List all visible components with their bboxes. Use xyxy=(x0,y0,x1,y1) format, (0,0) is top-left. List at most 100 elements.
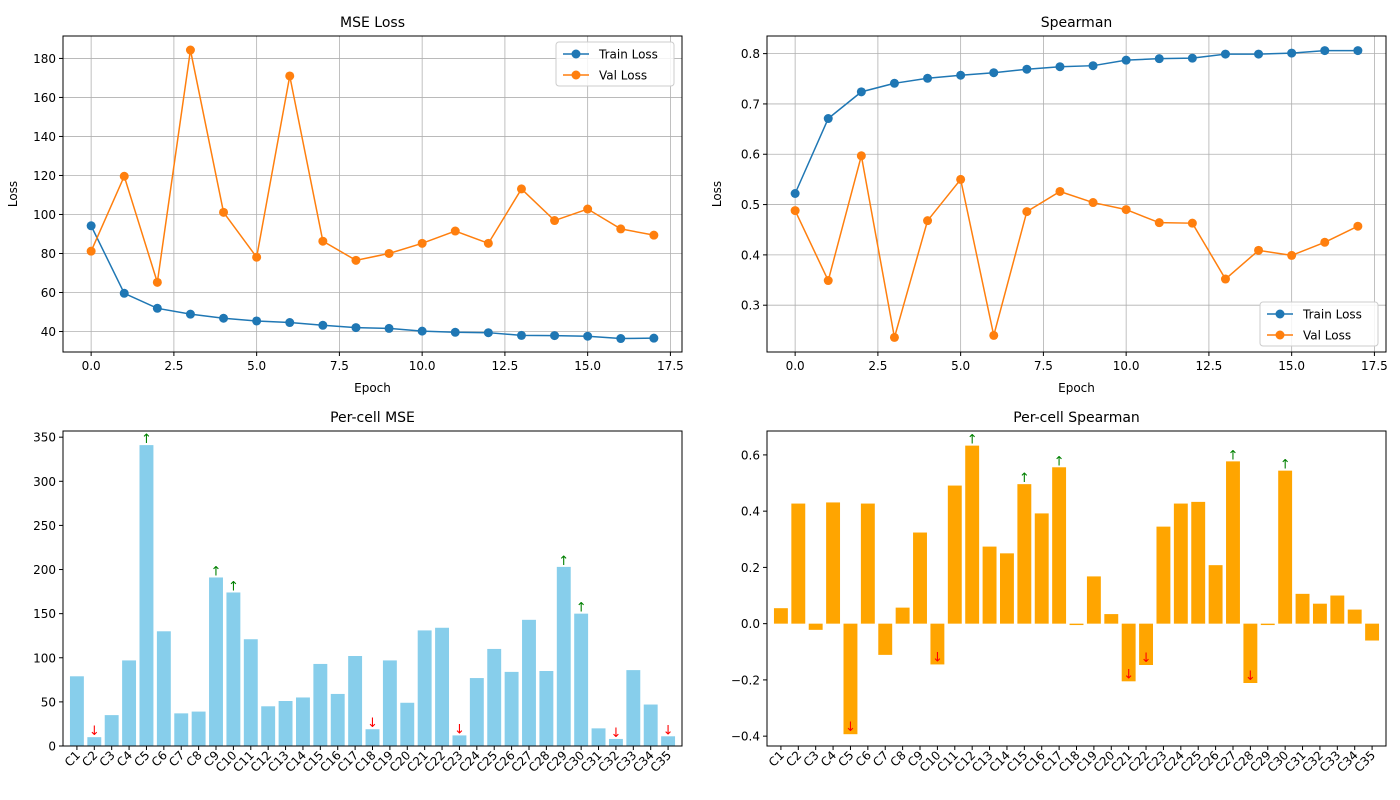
bar xyxy=(122,660,137,746)
up-arrow-marker: ↑ xyxy=(1019,471,1030,486)
x-tick-label: 0.0 xyxy=(786,359,805,373)
chart-panel-4: Per-cell Spearman −0.4 −0.2 0.0 0.2 0.4 0.6 ↑ ↑ ↑… xyxy=(731,410,1387,775)
data-point xyxy=(1320,237,1330,247)
up-arrow-marker: ↑ xyxy=(211,564,222,579)
bar xyxy=(1139,623,1154,665)
up-arrow-marker: ↑ xyxy=(576,601,587,616)
y-tick-label: 0.3 xyxy=(741,299,760,313)
data-point xyxy=(119,171,129,181)
data-point xyxy=(1154,218,1164,228)
data-point xyxy=(856,151,866,161)
data-point xyxy=(219,207,229,217)
legend-swatch-marker xyxy=(571,49,581,59)
x-tick-label: 15.0 xyxy=(574,359,601,373)
bar xyxy=(400,702,415,746)
bar xyxy=(243,639,258,746)
y-tick-label: 150 xyxy=(33,607,56,621)
y-tick-label: 60 xyxy=(41,286,56,300)
down-arrow-marker: ↓ xyxy=(1123,667,1134,682)
series-line xyxy=(794,49,1358,194)
bar xyxy=(1208,565,1223,624)
x-tick-label: 7.5 xyxy=(1034,359,1053,373)
data-point xyxy=(252,252,262,262)
data-point xyxy=(417,238,427,248)
bar xyxy=(574,613,589,746)
bar xyxy=(1156,526,1171,624)
data-point xyxy=(1320,46,1330,56)
bar xyxy=(808,623,823,630)
chart-title: Per-cell MSE xyxy=(330,410,415,426)
y-tick-label: 0.5 xyxy=(741,198,760,212)
bar xyxy=(139,445,154,746)
y-tick-label: 0.8 xyxy=(741,47,760,61)
data-point xyxy=(956,70,966,80)
bar xyxy=(1365,623,1380,641)
data-point xyxy=(583,331,593,341)
y-tick-label: 80 xyxy=(41,247,56,261)
data-point xyxy=(252,316,262,326)
bar xyxy=(1243,623,1258,683)
plot-frame xyxy=(766,430,1387,747)
data-point xyxy=(351,323,361,333)
data-point xyxy=(1187,218,1197,228)
data-point xyxy=(616,224,626,234)
data-point xyxy=(616,334,626,344)
x-tick-label: 17.5 xyxy=(657,359,684,373)
down-arrow-marker: ↓ xyxy=(610,726,621,741)
data-point xyxy=(1254,49,1264,59)
data-point xyxy=(516,184,526,194)
series-2 xyxy=(790,151,1363,342)
bar xyxy=(1278,470,1293,624)
data-point xyxy=(119,288,129,298)
down-arrow-marker: ↓ xyxy=(367,716,378,731)
bar xyxy=(556,566,571,746)
bar xyxy=(930,623,945,665)
down-arrow-marker: ↓ xyxy=(89,724,100,739)
data-point xyxy=(856,87,866,97)
y-tick-label: 160 xyxy=(33,91,56,105)
data-point xyxy=(550,331,560,341)
chart-title: Spearman xyxy=(1041,15,1113,31)
y-tick-label: 100 xyxy=(33,208,56,222)
data-point xyxy=(318,320,328,330)
x-tick-label: 12.5 xyxy=(1196,359,1223,373)
chart-panel-3: Per-cell MSE 0 50 100 150 200 250 300 350 ↑ ↑ ↑ ↑ ↑ ↓ ↓… xyxy=(33,410,683,775)
bar xyxy=(608,738,623,746)
x-tick-label: 5.0 xyxy=(951,359,970,373)
x-tick-label: 12.5 xyxy=(492,359,519,373)
series-line xyxy=(90,49,655,283)
data-point xyxy=(1121,55,1131,65)
y-tick-label: −0.2 xyxy=(731,673,760,687)
bar xyxy=(1330,595,1345,624)
bar xyxy=(261,706,276,746)
bar xyxy=(1173,503,1188,624)
up-arrow-marker: ↑ xyxy=(967,433,978,448)
y-tick-label: −0.4 xyxy=(731,730,760,744)
x-axis-label: Epoch xyxy=(354,381,391,395)
y-tick-label: 0.0 xyxy=(741,617,760,631)
bar xyxy=(1226,461,1240,624)
data-point xyxy=(1055,62,1065,72)
chart-panel-1: MSE Loss 40 60 80 100 120 140 160 180 0.0 2.5 5.0 7.… xyxy=(6,15,684,395)
y-tick-label: 350 xyxy=(33,431,56,445)
data-point xyxy=(989,68,999,78)
data-point xyxy=(989,330,999,340)
bar xyxy=(452,735,467,746)
bar xyxy=(382,660,397,746)
bar xyxy=(826,502,841,624)
data-point xyxy=(1121,205,1131,215)
x-axis-label: Epoch xyxy=(1058,381,1095,395)
up-arrow-marker: ↑ xyxy=(228,579,239,594)
bar xyxy=(1347,609,1362,624)
data-point xyxy=(1022,207,1032,217)
bar xyxy=(913,532,927,624)
data-point xyxy=(1022,64,1032,74)
bar xyxy=(1191,501,1206,624)
data-point xyxy=(1220,49,1230,59)
up-arrow-marker: ↑ xyxy=(141,432,152,447)
bar xyxy=(365,729,380,746)
bar xyxy=(1052,467,1067,624)
plot-frame xyxy=(62,430,683,747)
y-tick-label: 0.2 xyxy=(741,561,760,575)
